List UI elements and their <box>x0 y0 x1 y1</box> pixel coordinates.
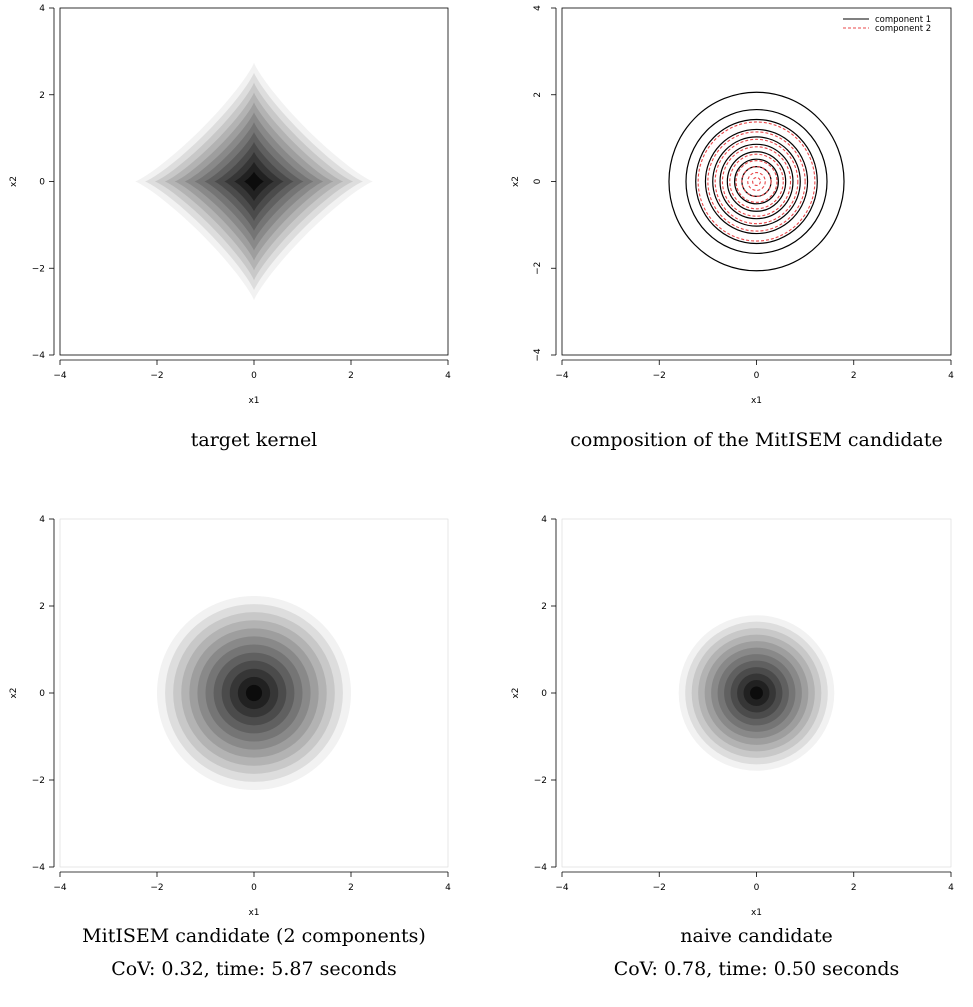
y-tick-label: 4 <box>39 515 45 525</box>
x-tick-label: −2 <box>150 883 163 893</box>
panel-4: −4 −2 0 2 4 x1 −4 −2 0 2 4 x2 naive candidate CoV: 0.… <box>511 515 954 980</box>
x-tick-label: 0 <box>251 883 257 893</box>
y-tick-label: −4 <box>534 863 548 873</box>
x-axis: −4 −2 0 2 4 x1 <box>53 871 451 918</box>
x-axis: −4 −2 0 2 4 x1 <box>555 871 954 918</box>
x-tick-label: 2 <box>348 883 354 893</box>
x-tick-label: 4 <box>445 883 451 893</box>
x-tick-label: 2 <box>851 883 857 893</box>
y-tick-label: 2 <box>39 602 45 612</box>
y-axis: −4 −2 0 2 4 x2 <box>9 515 55 873</box>
plot-area <box>157 596 351 790</box>
y-tick-label: −4 <box>32 351 46 361</box>
y-tick-label: −2 <box>32 776 45 786</box>
plot-frame <box>561 518 952 868</box>
x-tick-label: −2 <box>653 883 666 893</box>
y-tick-label: −4 <box>32 863 46 873</box>
density-level <box>244 171 264 192</box>
panel-caption: CoV: 0.32, time: 5.87 seconds <box>111 958 397 980</box>
contour-line <box>752 176 761 187</box>
legend-label: component 2 <box>875 24 931 34</box>
y-tick-label: −2 <box>533 262 543 275</box>
x-tick-label: −4 <box>555 883 569 893</box>
x-axis: −4 −2 0 2 4 x1 <box>53 359 451 406</box>
x-tick-label: −2 <box>150 371 163 381</box>
panel-3: −4 −2 0 2 4 x1 −4 −2 0 2 4 x2 MitISEM candidate (2 c… <box>9 515 451 980</box>
y-tick-label: 0 <box>541 689 547 699</box>
contour-line <box>695 118 818 245</box>
contour-line <box>726 151 787 212</box>
contour-line <box>697 121 816 242</box>
contour-line <box>721 146 792 217</box>
y-tick-label: 2 <box>39 91 45 101</box>
y-tick-label: 0 <box>533 178 543 184</box>
contour-line <box>735 160 778 203</box>
x-tick-label: 4 <box>948 883 954 893</box>
panel-1: −4 −2 0 2 4 x1 −4 −2 0 2 4 x2 target kernel <box>9 4 451 451</box>
x-tick-label: 2 <box>851 371 857 381</box>
x-tick-label: −4 <box>53 883 67 893</box>
y-tick-label: 4 <box>541 515 547 525</box>
contour-line <box>719 143 794 220</box>
x-tick-label: 4 <box>948 371 954 381</box>
contour-line <box>668 91 845 272</box>
x-axis-label: x1 <box>248 908 259 918</box>
y-axis: −4 −2 0 2 4 x2 <box>9 4 55 361</box>
panel-caption: CoV: 0.78, time: 0.50 seconds <box>614 958 900 980</box>
panel-caption: MitISEM candidate (2 components) <box>82 925 426 947</box>
plot-area <box>668 91 845 272</box>
y-axis-label: x2 <box>511 176 521 187</box>
contour-line <box>714 138 799 225</box>
plot-area <box>135 62 373 301</box>
y-tick-label: 0 <box>39 178 45 188</box>
contour-line <box>685 108 828 255</box>
density-level <box>245 684 263 702</box>
contour-line <box>729 153 784 210</box>
panel-caption: naive candidate <box>680 925 832 947</box>
x-tick-label: −4 <box>555 371 569 381</box>
x-axis-label: x1 <box>248 396 259 406</box>
plot-area <box>678 615 835 771</box>
y-tick-label: 4 <box>39 4 45 14</box>
y-tick-label: 4 <box>533 5 543 11</box>
y-tick-label: −2 <box>534 776 547 786</box>
legend-label: component 1 <box>875 15 931 25</box>
x-tick-label: 4 <box>445 371 451 381</box>
y-tick-label: −2 <box>32 264 45 274</box>
x-tick-label: 0 <box>754 883 760 893</box>
plot-frame <box>59 518 449 868</box>
x-axis-label: x1 <box>751 396 762 406</box>
contour-line <box>712 136 801 227</box>
y-axis: −4 −2 0 2 4 x2 <box>511 515 557 873</box>
panel-caption: composition of the MitISEM candidate <box>570 429 943 451</box>
x-tick-label: −2 <box>653 371 666 381</box>
y-axis-label: x2 <box>9 687 19 698</box>
y-tick-label: 0 <box>39 689 45 699</box>
x-axis: −4 −2 0 2 4 x1 <box>555 359 954 406</box>
y-axis-label: x2 <box>511 687 521 698</box>
x-tick-label: 2 <box>348 371 354 381</box>
x-tick-label: −4 <box>53 371 67 381</box>
x-axis-label: x1 <box>751 908 762 918</box>
contour-line <box>704 128 809 235</box>
contour-line <box>734 158 779 205</box>
plot-frame <box>561 7 952 356</box>
x-tick-label: 0 <box>754 371 760 381</box>
plot-frame <box>59 7 449 356</box>
contour-line <box>747 172 766 191</box>
contour-line <box>707 131 806 232</box>
panel-caption: target kernel <box>191 429 318 451</box>
y-tick-label: −4 <box>533 348 543 362</box>
y-axis-label: x2 <box>9 176 19 187</box>
contour-line <box>741 166 772 197</box>
y-tick-label: 2 <box>541 602 547 612</box>
x-tick-label: 0 <box>251 371 257 381</box>
density-level <box>750 686 763 700</box>
y-axis: −4 −2 0 2 4 x2 <box>511 5 557 362</box>
y-tick-label: 2 <box>533 92 543 98</box>
